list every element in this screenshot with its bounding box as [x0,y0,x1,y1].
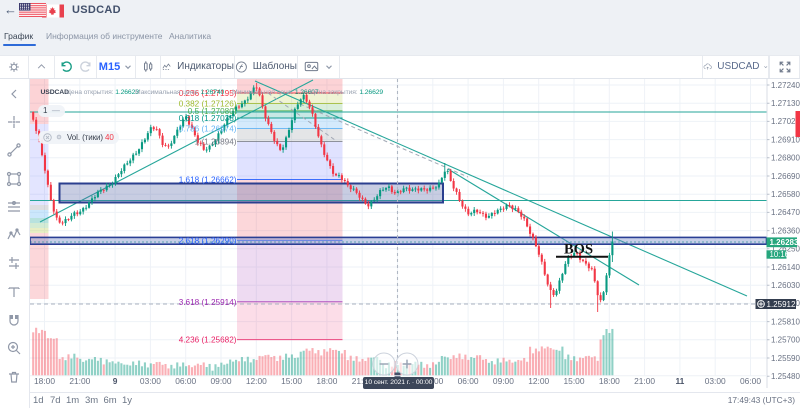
svg-text:1.26030: 1.26030 [771,281,800,290]
svg-text:21:00: 21:00 [634,376,655,386]
svg-text:1 (1.26894): 1 (1.26894) [195,138,237,147]
svg-text:06:00: 06:00 [458,376,479,386]
svg-text:18:00: 18:00 [34,376,55,386]
svg-text:0.618 (1.27038): 0.618 (1.27038) [179,114,237,123]
svg-text:1.27240: 1.27240 [771,81,800,90]
svg-text:03:00: 03:00 [140,376,161,386]
svg-text:18:00: 18:00 [316,376,337,386]
svg-text:2.618 (1.26290): 2.618 (1.26290) [179,236,237,245]
svg-text:21:00: 21:00 [352,376,373,386]
svg-text:1.27020: 1.27020 [771,117,800,126]
svg-text:4.236 (1.25682): 4.236 (1.25682) [179,336,237,345]
svg-text:0.5 (1.27080): 0.5 (1.27080) [188,107,237,116]
svg-text:09:00: 09:00 [493,376,514,386]
svg-text:Цена закрытия: 1.26629: Цена закрытия: 1.26629 [310,89,383,96]
svg-text:1.26800: 1.26800 [771,154,800,163]
svg-text:11: 11 [675,376,684,386]
svg-text:15:00: 15:00 [564,376,585,386]
svg-text:1.26283: 1.26283 [770,238,799,247]
svg-text:12:00: 12:00 [528,376,549,386]
svg-text:0.786 (1.26974): 0.786 (1.26974) [179,125,237,134]
svg-text:12:00: 12:00 [246,376,267,386]
svg-text:1.25700: 1.25700 [771,336,800,345]
svg-text:0.382 (1.27126): 0.382 (1.27126) [179,100,237,109]
svg-text:21:00: 21:00 [69,376,90,386]
svg-text:1.25480: 1.25480 [771,372,800,381]
svg-text:Минимальная цена: 1.26607: Минимальная цена: 1.26607 [232,89,319,96]
svg-text:1.25590: 1.25590 [771,354,800,363]
svg-text:1.25912: 1.25912 [767,300,796,309]
svg-text:1.26360: 1.26360 [771,226,800,235]
svg-text:1.26580: 1.26580 [771,190,800,199]
svg-text:1.618 (1.26662): 1.618 (1.26662) [179,176,237,185]
svg-text:06:00: 06:00 [740,376,761,386]
svg-text:1.26910: 1.26910 [771,135,800,144]
svg-text:USDCAD: USDCAD [41,89,70,96]
svg-text:06:00: 06:00 [175,376,196,386]
svg-text:1.26470: 1.26470 [771,208,800,217]
svg-text:Максимальная цена: 1.26740: Максимальная цена: 1.26740 [135,89,225,96]
svg-text:10:16: 10:16 [770,250,790,259]
svg-text:1.26140: 1.26140 [771,263,800,272]
svg-text:1.26250: 1.26250 [771,245,800,254]
svg-text:3.618 (1.25914): 3.618 (1.25914) [179,298,237,307]
svg-text:15:00: 15:00 [281,376,302,386]
svg-text:03:00: 03:00 [705,376,726,386]
svg-text:1.27130: 1.27130 [771,99,800,108]
svg-text:9: 9 [113,376,118,386]
svg-text:0.236 (1.27195): 0.236 (1.27195) [179,89,237,98]
svg-text:BOS: BOS [564,242,593,258]
svg-text:Цена открытия: 1.26623: Цена открытия: 1.26623 [66,89,139,96]
svg-text:1.25810: 1.25810 [771,317,800,326]
svg-text:09:00: 09:00 [211,376,232,386]
svg-text:1.26690: 1.26690 [771,172,800,181]
svg-text:18:00: 18:00 [599,376,620,386]
